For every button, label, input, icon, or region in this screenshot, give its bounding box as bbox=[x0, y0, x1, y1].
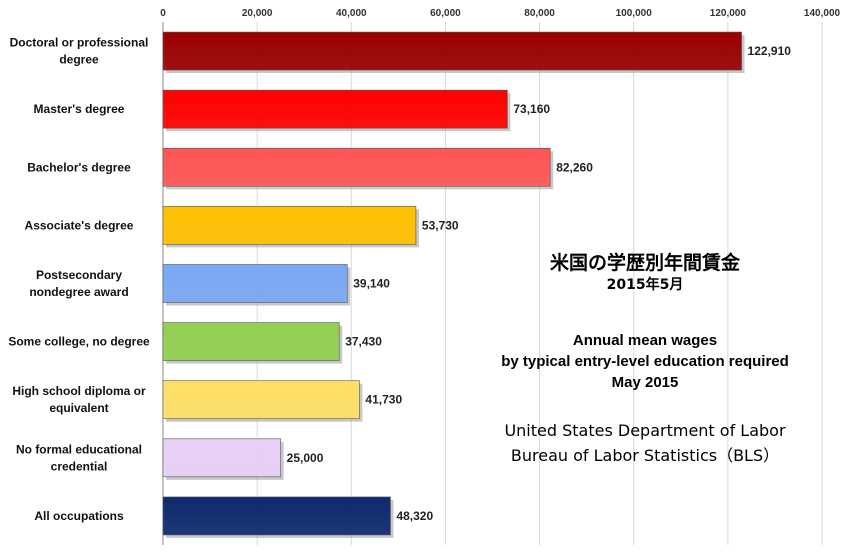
bar bbox=[162, 31, 742, 71]
bar-value-label: 73,160 bbox=[513, 102, 550, 116]
category-label: High school diploma or equivalent bbox=[12, 384, 146, 415]
x-tick-label: 0 bbox=[160, 8, 166, 19]
bar-value-label: 41,730 bbox=[365, 393, 402, 407]
english-title-line-2: by typical entry-level education require… bbox=[501, 353, 789, 370]
source-line-2: Bureau of Labor Statistics（BLS） bbox=[510, 446, 780, 465]
x-tick-label: 20,000 bbox=[242, 8, 273, 19]
english-title: Annual mean wages by typical entry-level… bbox=[470, 330, 820, 393]
category-label: Bachelor's degree bbox=[27, 160, 131, 174]
bar-value-label: 122,910 bbox=[748, 44, 792, 58]
japanese-subtitle: 2015年5月 bbox=[606, 277, 684, 293]
source-line-1: United States Department of Labor bbox=[504, 421, 786, 440]
x-tick-label: 120,000 bbox=[710, 8, 747, 19]
bar bbox=[162, 89, 508, 129]
category-label: Doctoral or professional degree bbox=[10, 36, 149, 67]
x-tick-label: 140,000 bbox=[804, 8, 841, 19]
category-label: Postsecondary nondegree award bbox=[29, 268, 128, 299]
bar bbox=[162, 264, 348, 303]
bar-value-label: 53,730 bbox=[422, 218, 459, 232]
bar bbox=[162, 147, 551, 187]
category-label: All occupations bbox=[34, 509, 124, 523]
bar bbox=[162, 380, 360, 420]
x-tick-label: 40,000 bbox=[336, 8, 367, 19]
x-tick-label: 60,000 bbox=[430, 8, 461, 19]
bar-value-label: 82,260 bbox=[556, 160, 593, 174]
source-note: United States Department of Labor Bureau… bbox=[490, 418, 800, 468]
english-title-line-1: Annual mean wages bbox=[572, 332, 718, 349]
japanese-title: 米国の学歴別年間賃金 bbox=[549, 252, 740, 274]
english-title-line-3: May 2015 bbox=[611, 374, 679, 391]
x-tick-label: 100,000 bbox=[616, 8, 653, 19]
bar-value-label: 37,430 bbox=[345, 335, 382, 349]
bar-value-label: 48,320 bbox=[396, 509, 433, 523]
bar-value-label: 25,000 bbox=[287, 451, 324, 465]
bar-value-label: 39,140 bbox=[353, 277, 390, 291]
category-label: No formal educational credential bbox=[16, 442, 142, 473]
category-label: Some college, no degree bbox=[8, 335, 150, 349]
category-label: Associate's degree bbox=[25, 218, 134, 232]
x-tick-label: 80,000 bbox=[524, 8, 555, 19]
bar bbox=[162, 496, 391, 536]
bar bbox=[162, 438, 281, 478]
bar bbox=[162, 322, 340, 361]
category-label: Master's degree bbox=[34, 102, 125, 116]
bar bbox=[162, 206, 417, 245]
